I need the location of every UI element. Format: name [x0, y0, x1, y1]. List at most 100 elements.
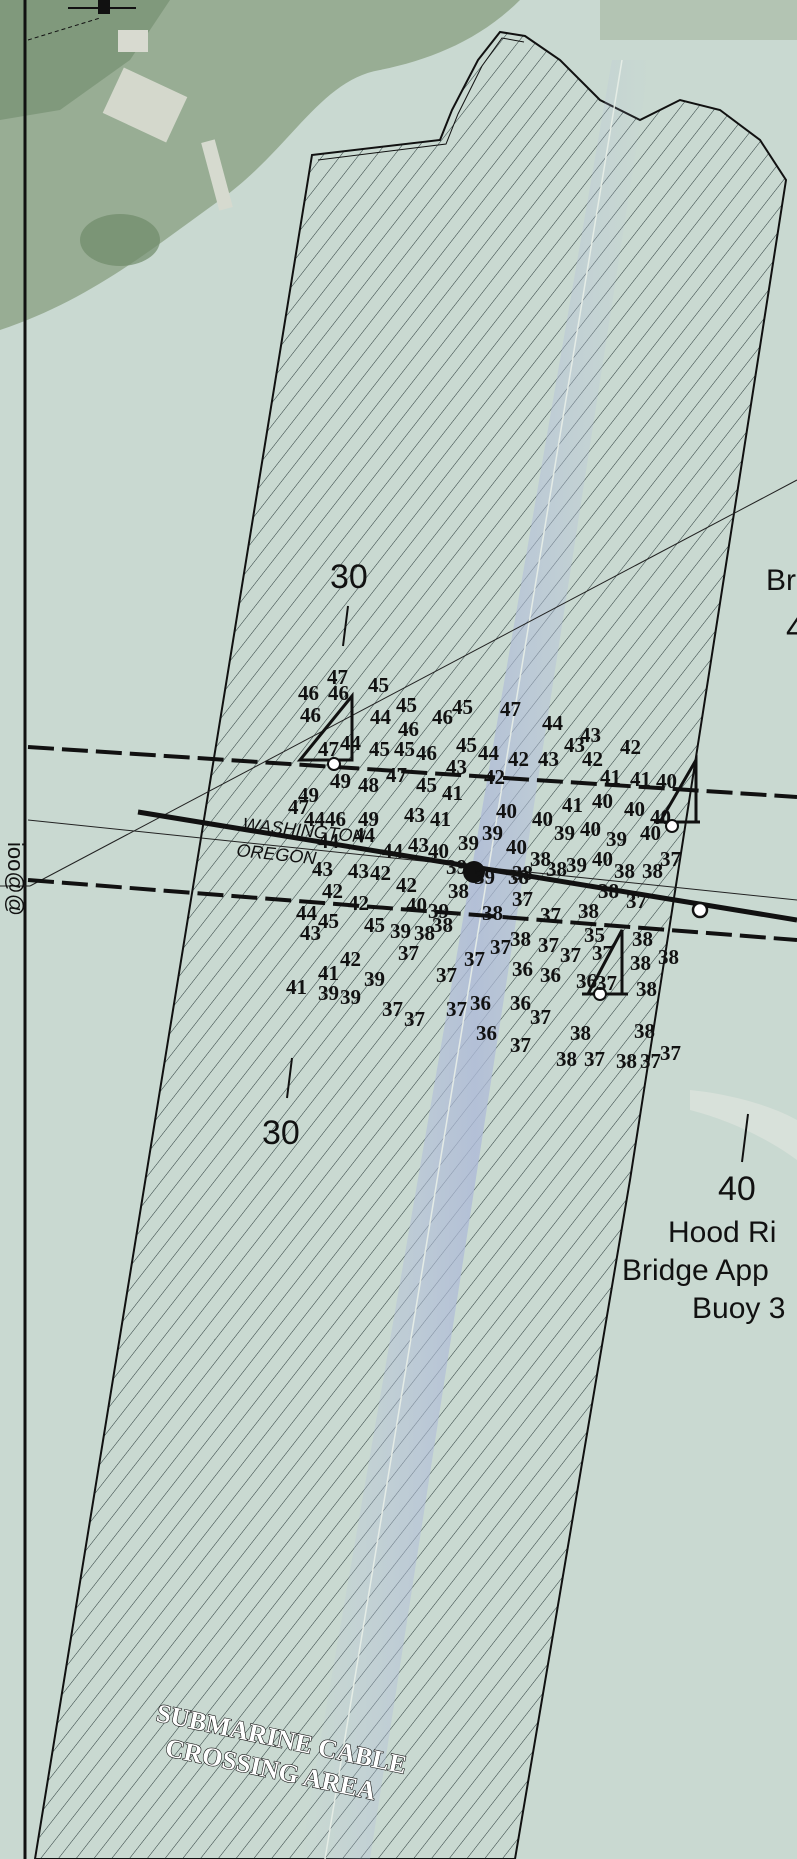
depth-sounding: 40 [532, 807, 553, 831]
depth-sounding: 43 [348, 859, 369, 883]
depth-sounding: 37 [530, 1005, 551, 1029]
depth-sounding: 44 [354, 823, 376, 847]
depth-sounding: 38 [642, 859, 663, 883]
depth-sounding: 38 [598, 879, 619, 903]
depth-sounding: 36 [576, 969, 597, 993]
depth-sounding: 44 [370, 705, 392, 729]
depth-sounding: 44 [382, 839, 404, 863]
depth-sounding: 45 [416, 773, 437, 797]
depth-sounding: 41 [442, 781, 463, 805]
depth-sounding: 39 [474, 865, 495, 889]
bridge-pier-upper-left [296, 691, 354, 771]
depth-sounding: 37 [464, 947, 485, 971]
depth-sounding: 37 [640, 1049, 661, 1073]
depth-sounding: 43 [312, 857, 333, 881]
contour-tick-40 [741, 1113, 749, 1163]
depth-sounding: 37 [490, 935, 511, 959]
depth-sounding: 41 [318, 961, 339, 985]
depth-sounding: 39 [458, 831, 479, 855]
depth-sounding: 38 [634, 1019, 655, 1043]
depth-sounding: 40 [580, 817, 601, 841]
depth-sounding: 45 [396, 693, 417, 717]
depth-sounding: 37 [446, 997, 467, 1021]
depth-sounding: 45 [368, 673, 389, 697]
depth-sounding: 42 [582, 747, 603, 771]
channel-band [300, 60, 650, 1859]
depth-sounding: 42 [508, 747, 529, 771]
depth-sounding: 38 [614, 859, 635, 883]
depth-sounding: 38 [556, 1047, 577, 1071]
depth-sounding: 42 [620, 735, 641, 759]
depth-sounding: 44 [340, 731, 362, 755]
depth-sounding: 45 [452, 695, 473, 719]
depth-sounding: 36 [476, 1021, 497, 1045]
depth-sounding: 44 [318, 829, 340, 853]
depth-sounding: 40 [592, 847, 613, 871]
depth-sounding: 44 [542, 711, 564, 735]
depth-sounding: 40 [656, 769, 677, 793]
depth-sounding: 37 [436, 963, 457, 987]
depth-sounding: 38 [658, 945, 679, 969]
border-dash [27, 17, 101, 41]
depth-sounding: 48 [358, 773, 379, 797]
depth-sounding: 41 [562, 793, 583, 817]
depth-sounding: 44 [304, 807, 326, 831]
depth-sounding: 37 [596, 971, 617, 995]
depth-sounding: 42 [340, 947, 361, 971]
depth-sounding: 40 [650, 805, 671, 829]
depth-sounding: 37 [584, 1047, 605, 1071]
depth-sounding: 38 [510, 927, 531, 951]
depth-sounding: 42 [370, 861, 391, 885]
depth-sounding: 38 [482, 901, 503, 925]
depth-sounding: 42 [348, 891, 369, 915]
depth-sounding: 46 [432, 705, 453, 729]
depth-sounding: 42 [396, 873, 417, 897]
depth-sounding: 39 [446, 855, 467, 879]
depth-sounding: 40 [496, 799, 517, 823]
depth-sounding: 39 [606, 827, 627, 851]
depth-sounding: 43 [408, 833, 429, 857]
depth-sounding: 46 [398, 717, 419, 741]
depth-sounding: 41 [630, 767, 651, 791]
contour-label-40: 40 [718, 1170, 756, 1208]
center-pier-marker [463, 861, 485, 883]
depth-sounding: 45 [364, 913, 385, 937]
depth-sounding: 49 [358, 807, 379, 831]
depth-sounding: 40 [624, 797, 645, 821]
contour-label-30-upper: 30 [330, 558, 368, 596]
border-marker [98, 0, 110, 14]
depth-sounding: 44 [296, 901, 318, 925]
depth-sounding: 47 [500, 697, 521, 721]
depth-sounding: 38 [578, 899, 599, 923]
depth-sounding: 46 [416, 741, 437, 765]
reference-line [27, 819, 797, 901]
depth-sounding: 38 [546, 857, 567, 881]
depth-sounding: 35 [584, 923, 605, 947]
depth-sounding: 36 [512, 957, 533, 981]
depth-sounding: 41 [286, 975, 307, 999]
edge-label-br: Br [766, 564, 796, 597]
contour-tick-30-upper [342, 605, 349, 647]
depth-sounding: 47 [386, 763, 407, 787]
depth-sounding: 47 [318, 737, 339, 761]
shoreline-land [0, 0, 797, 1160]
depth-sounding: 38 [448, 879, 469, 903]
depth-sounding: 39 [566, 853, 587, 877]
depth-sounding: 38 [432, 913, 453, 937]
depth-sounding: 46 [298, 681, 319, 705]
depth-sounding: 36 [510, 991, 531, 1015]
depth-sounding: 38 [636, 977, 657, 1001]
bridge-edge-lower [27, 878, 797, 942]
depth-sounding: 37 [512, 887, 533, 911]
depth-sounding: 40 [428, 839, 449, 863]
contour-label-30-lower: 30 [262, 1114, 300, 1152]
depth-sounding: 37 [398, 941, 419, 965]
depth-sounding: 37 [592, 941, 613, 965]
depth-sounding: 39 [364, 967, 385, 991]
depth-sounding: 43 [580, 723, 601, 747]
depth-sounding: 49 [298, 783, 319, 807]
depth-sounding: 40 [406, 893, 427, 917]
